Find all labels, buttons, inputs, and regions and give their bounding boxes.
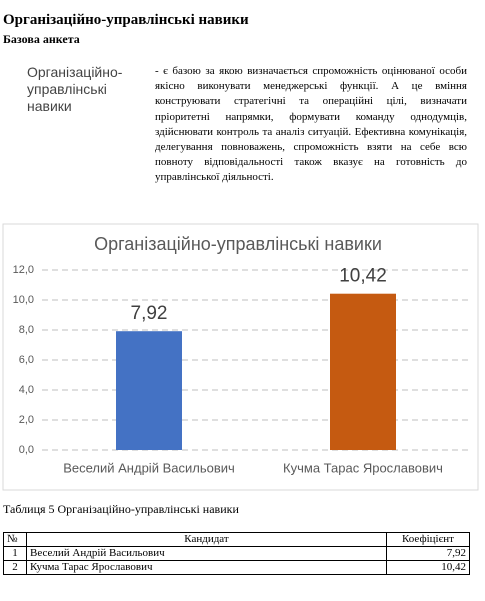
title: Організаційно-управлінські навики [3, 12, 249, 28]
y-tick-label: 6,0 [19, 354, 34, 366]
definition-text: - є базою за якою визначається спроможні… [155, 65, 467, 184]
cell: 2 [3, 560, 27, 575]
y-tick-label: 12,0 [13, 264, 34, 276]
chart-title: Організаційно-управлінські навики [94, 234, 382, 254]
y-tick-label: 2,0 [19, 414, 34, 426]
chart-frame [2, 223, 479, 491]
chart: Організаційно-управлінські навики 0,0 2,0… [2, 223, 479, 491]
header-cell: Кандидат [26, 532, 387, 547]
x-tick-label: Кучма Тарас Ярославович [283, 460, 443, 475]
y-tick-label: 10,0 [13, 294, 34, 306]
cell: 7,92 [386, 546, 470, 561]
value-label: 7,92 [131, 303, 168, 324]
bar [116, 331, 182, 450]
value-label: 10,42 [339, 266, 387, 287]
header-cell: № [3, 532, 27, 547]
bar [330, 293, 396, 450]
cell: Веселий Андрій Васильович [26, 546, 387, 561]
cell: Кучма Тарас Ярославович [26, 560, 387, 575]
subtitle: Базова анкета [3, 32, 80, 46]
cell: 10,42 [386, 560, 470, 575]
y-tick-label: 4,0 [19, 384, 34, 396]
y-tick-label: 8,0 [19, 324, 34, 336]
y-tick-label: 0,0 [19, 444, 34, 456]
header-cell: Коефіцієнт [386, 532, 470, 547]
term: Організаційно-управлінські навики [27, 64, 123, 114]
table: № Кандидат Коефіцієнт 1 Веселий Андрій Васи… [3, 532, 470, 575]
table-caption: Таблиця 5 Організаційно-управлінські нав… [3, 502, 239, 516]
x-tick-label: Веселий Андрій Васильович [63, 460, 235, 475]
cell: 1 [3, 546, 27, 561]
